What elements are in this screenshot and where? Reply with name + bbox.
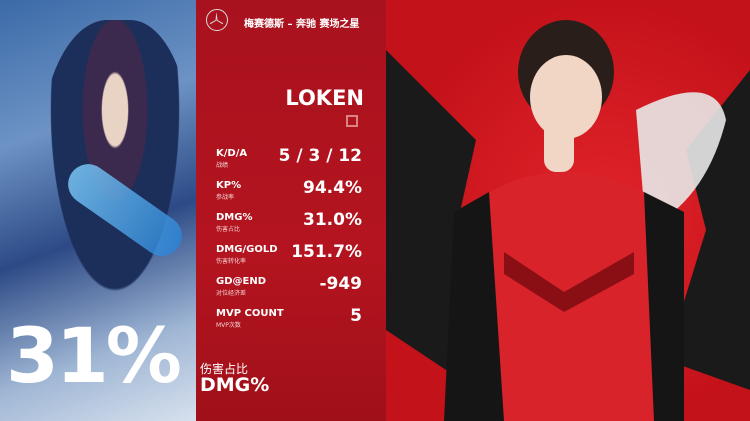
stat-label: DMG/GOLD	[216, 244, 278, 255]
stat-label: MVP COUNT	[216, 308, 284, 319]
highlight-label-en: DMG%	[200, 374, 270, 396]
champion-art-panel: 31%	[0, 0, 196, 421]
stat-sublabel: 伤害转化率	[216, 258, 247, 265]
stat-value: 5	[350, 306, 362, 326]
stat-value: 94.4%	[303, 178, 362, 198]
stat-row-dmg-gold: DMG/GOLD 伤害转化率 151.7%	[216, 242, 362, 274]
stat-value: 5 / 3 / 12	[278, 146, 362, 166]
stat-row-kp: KP% 参战率 94.4%	[216, 178, 362, 210]
player-photo-panel	[386, 0, 750, 421]
player-photo	[444, 20, 684, 421]
highlight-value: 31%	[6, 311, 182, 400]
stat-sublabel: 参战率	[216, 194, 235, 201]
stat-row-gd: GD@END 对位经济差 -949	[216, 274, 362, 306]
stat-row-kda: K/D/A 战绩 5 / 3 / 12	[216, 146, 362, 178]
stats-panel: 梅赛德斯 – 奔驰 赛场之星 LOKEN K/D/A 战绩 5 / 3 / 12…	[196, 0, 386, 421]
highlight-label-cn: 伤害占比	[200, 362, 249, 376]
stat-sublabel: 对位经济差	[216, 290, 247, 297]
stat-sublabel: 伤害占比	[216, 226, 241, 233]
player-name: LOKEN	[285, 86, 364, 110]
sponsor-title: 梅赛德斯 – 奔驰 赛场之星	[244, 19, 360, 30]
stat-label: DMG%	[216, 212, 253, 223]
stat-sublabel: 战绩	[216, 162, 229, 169]
stat-row-mvp: MVP COUNT MVP次数 5	[216, 306, 362, 338]
champion-figure	[40, 20, 190, 320]
stat-value: -949	[319, 274, 362, 294]
stat-row-dmg: DMG% 伤害占比 31.0%	[216, 210, 362, 242]
team-logo-demon	[386, 50, 750, 390]
stat-value: 151.7%	[291, 242, 362, 262]
stat-label: KP%	[216, 180, 242, 191]
stat-sublabel: MVP次数	[216, 322, 241, 329]
stat-label: GD@END	[216, 276, 267, 287]
mercedes-star-logo-icon	[206, 9, 228, 31]
stat-value: 31.0%	[303, 210, 362, 230]
team-badge-icon	[346, 115, 358, 127]
stat-label: K/D/A	[216, 148, 248, 159]
